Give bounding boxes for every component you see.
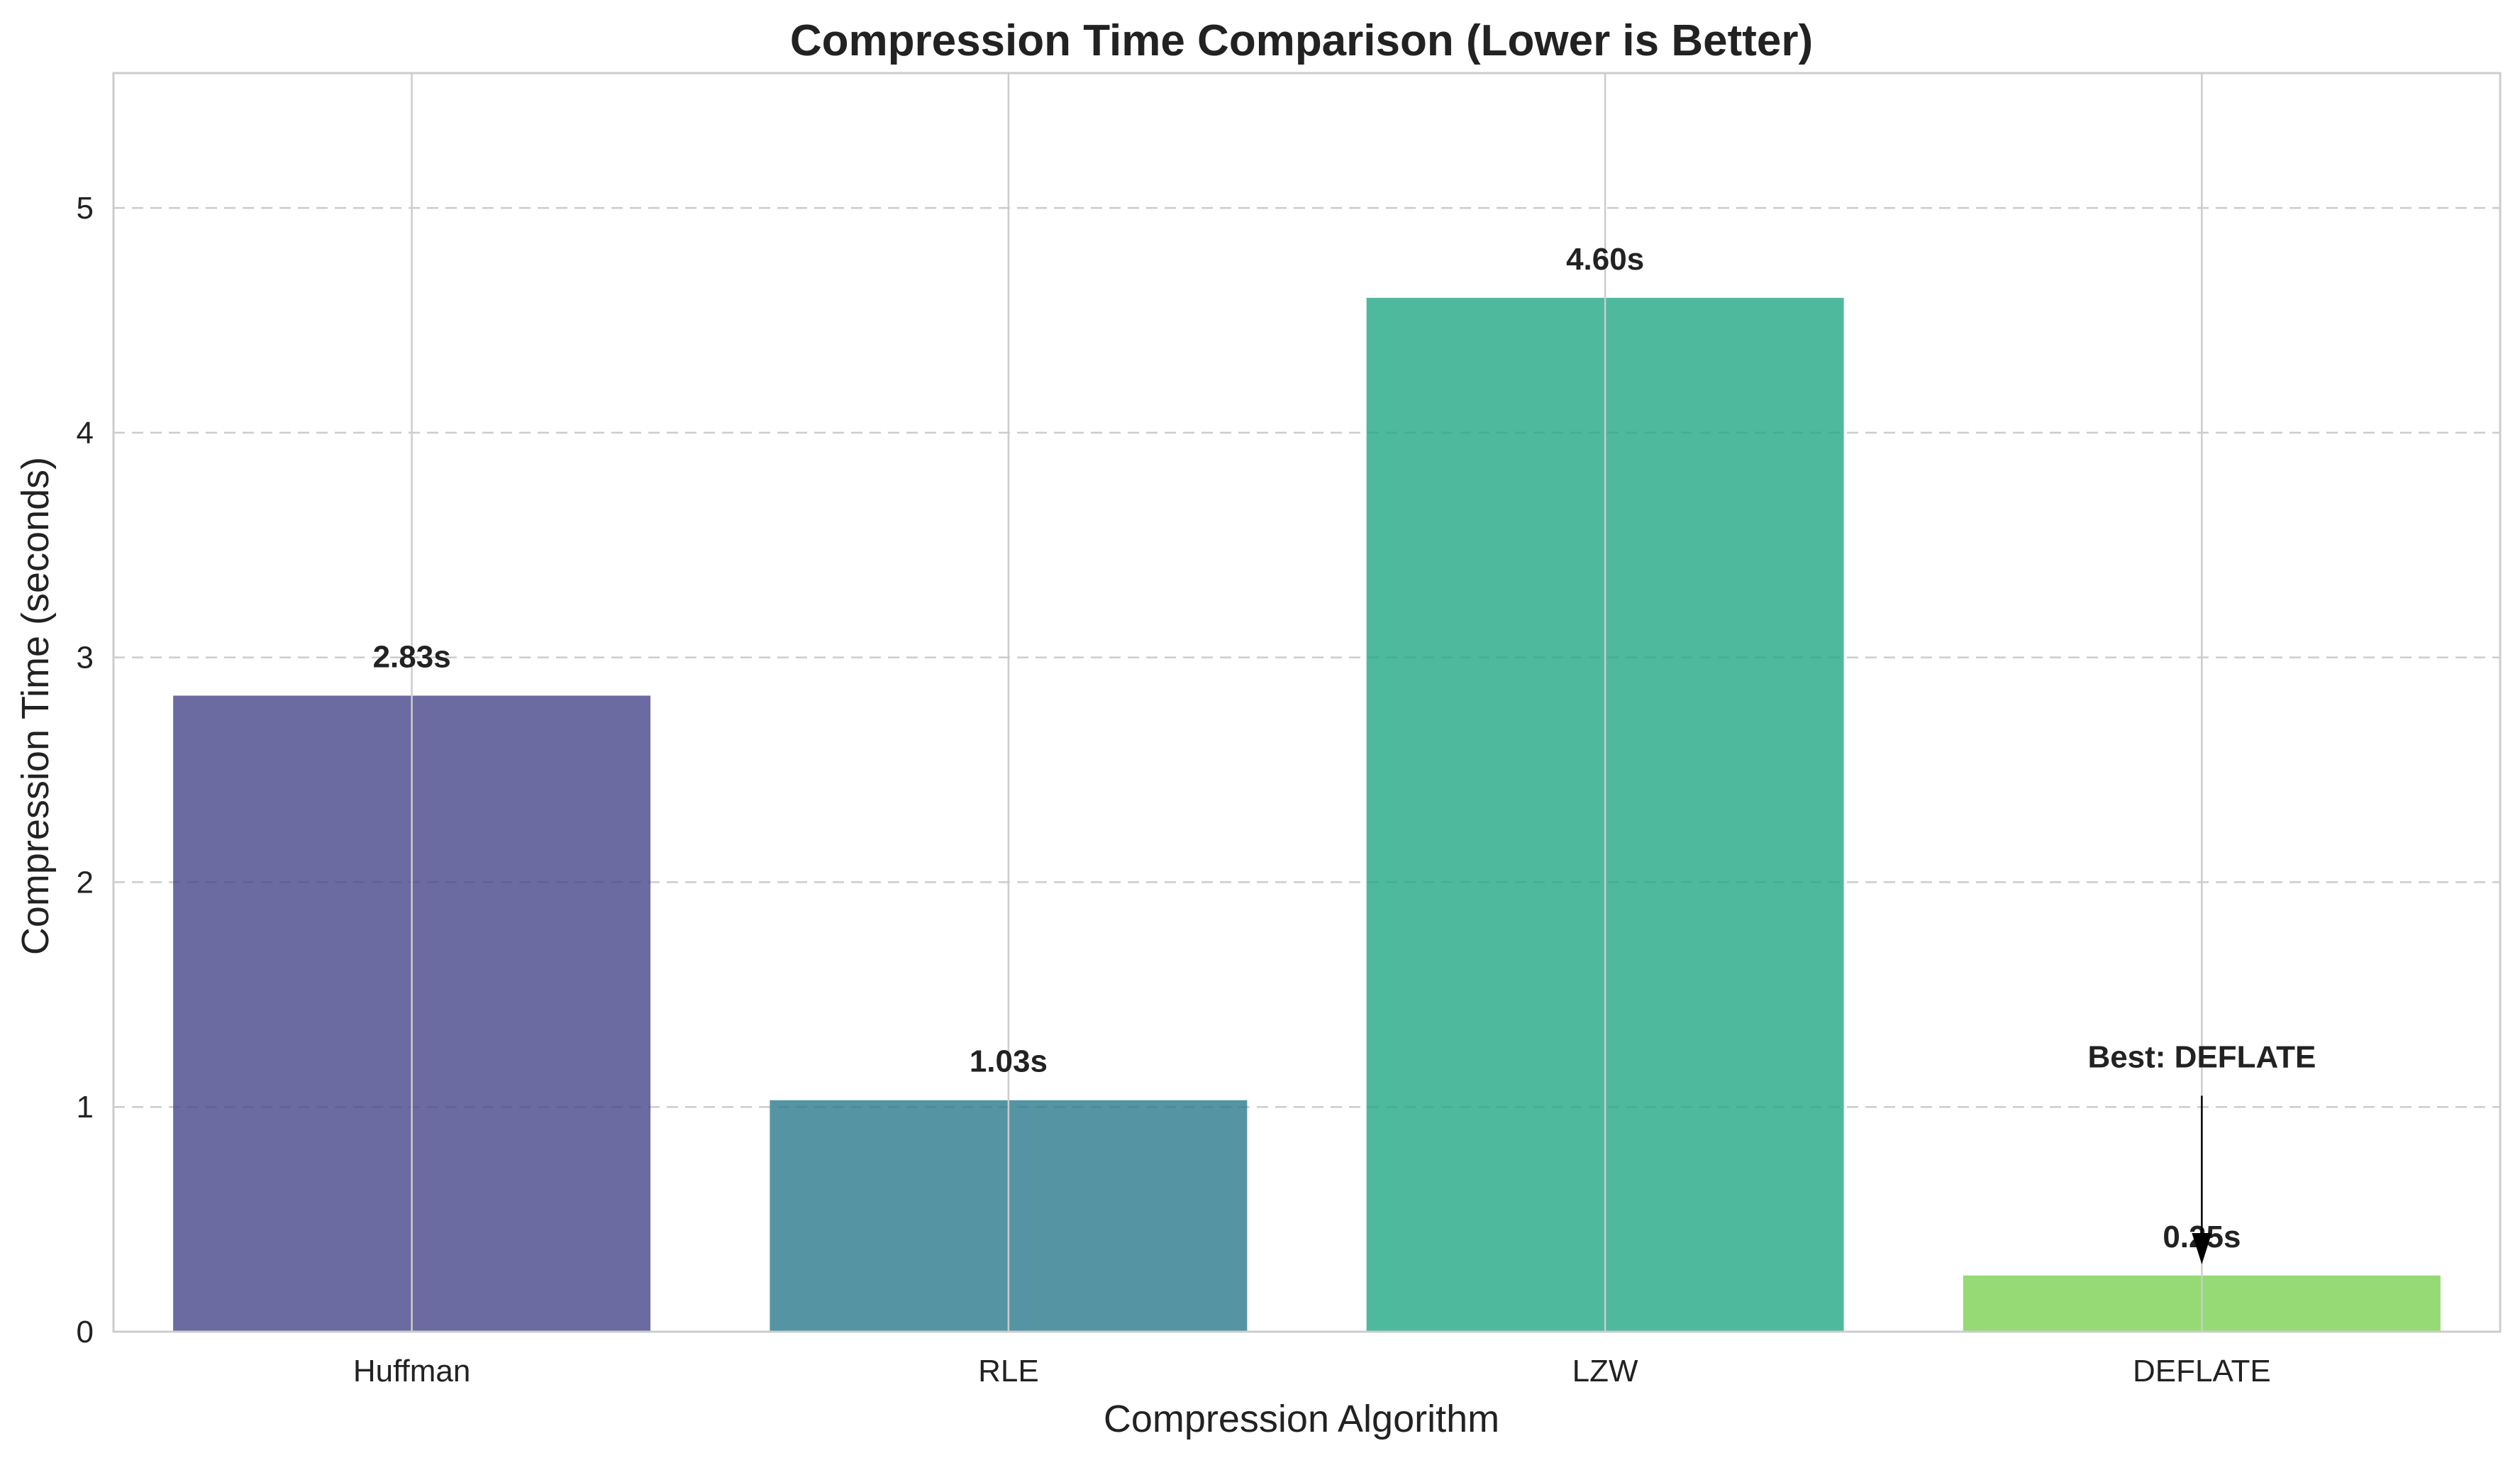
y-tick-label-2: 2 (77, 865, 94, 900)
data-label-lzw: 4.60s (1566, 242, 1644, 277)
y-tick-layer: 0 1 2 3 4 5 (77, 191, 94, 1349)
y-tick-label-1: 1 (77, 1090, 94, 1125)
y-tick-label-0: 0 (77, 1315, 94, 1349)
data-label-huffman: 2.83s (373, 639, 451, 674)
y-axis-label: Compression Time (seconds) (14, 457, 57, 955)
annotation-text: Best: DEFLATE (2087, 1039, 2316, 1074)
annotation-arrow-head (2192, 1232, 2212, 1264)
x-tick-label-rle: RLE (978, 1354, 1039, 1388)
y-tick-label-4: 4 (77, 416, 94, 451)
chart-title: Compression Time Comparison (Lower is Be… (790, 16, 1813, 65)
x-tick-label-deflate: DEFLATE (2133, 1354, 2271, 1388)
x-tick-layer: Huffman RLE LZW DEFLATE (353, 1354, 2271, 1388)
x-tick-label-huffman: Huffman (353, 1354, 471, 1388)
bar-layer (173, 73, 2441, 1332)
plot-frame (112, 72, 2502, 1333)
y-tick-label-5: 5 (77, 191, 94, 226)
y-tick-label-3: 3 (77, 641, 94, 675)
data-label-rle: 1.03s (970, 1044, 1048, 1079)
annotation-layer: Best: DEFLATE (2087, 1039, 2316, 1264)
x-axis-label: Compression Algorithm (1104, 1398, 1499, 1440)
x-tick-label-lzw: LZW (1572, 1354, 1638, 1388)
